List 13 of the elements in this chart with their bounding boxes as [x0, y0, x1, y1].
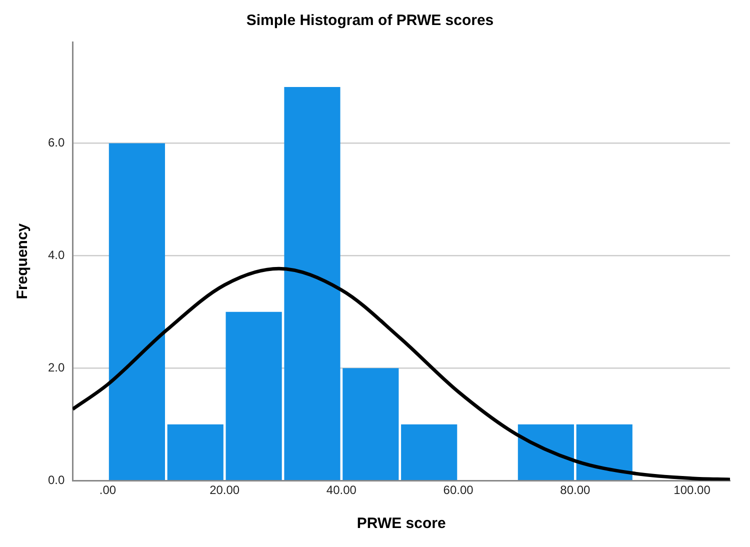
y-axis-title: Frequency — [14, 222, 32, 300]
x-tick-label: 40.00 — [326, 483, 357, 498]
x-tick-label: 60.00 — [443, 483, 474, 498]
y-tick-label: 4.0 — [48, 248, 65, 262]
y-tick-label: 6.0 — [48, 136, 65, 150]
x-tick-label: 20.00 — [210, 483, 240, 498]
y-tick-label: 2.0 — [48, 360, 65, 374]
x-tick-label: 100.00 — [674, 483, 711, 498]
x-axis-title: PRWE score — [356, 515, 446, 532]
x-tick-label: .00 — [99, 483, 116, 498]
x-tick-label: 80.00 — [560, 483, 591, 498]
y-tick-label: 0.0 — [48, 472, 65, 487]
chart-title: Simple Histogram of PRWE scores — [246, 12, 494, 30]
